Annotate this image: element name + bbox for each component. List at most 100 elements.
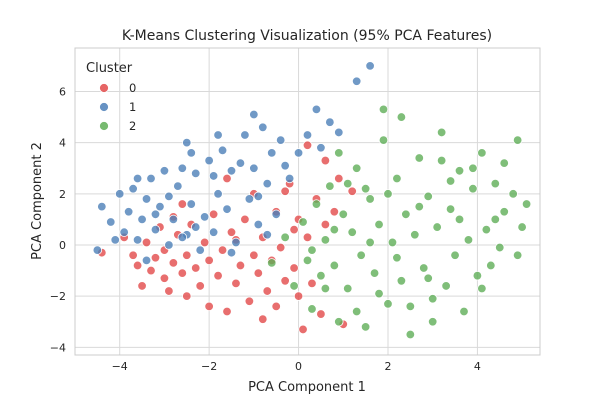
point-cluster-0 bbox=[302, 232, 313, 243]
legend-marker-2 bbox=[99, 121, 109, 131]
point-cluster-1 bbox=[119, 227, 129, 237]
legend-label-0: 0 bbox=[129, 81, 136, 95]
point-cluster-2 bbox=[405, 329, 416, 340]
point-cluster-0 bbox=[293, 291, 304, 301]
x-tick-label: 0 bbox=[295, 360, 302, 373]
point-cluster-1 bbox=[141, 194, 152, 204]
point-cluster-1 bbox=[159, 166, 170, 176]
point-cluster-0 bbox=[195, 281, 205, 291]
point-cluster-0 bbox=[289, 224, 299, 235]
point-cluster-0 bbox=[289, 263, 299, 273]
point-cluster-1 bbox=[182, 137, 192, 148]
point-cluster-0 bbox=[141, 237, 152, 248]
y-tick-label: 0 bbox=[59, 239, 66, 252]
point-cluster-1 bbox=[253, 191, 264, 202]
point-cluster-2 bbox=[347, 227, 357, 237]
point-cluster-0 bbox=[204, 255, 214, 266]
point-cluster-2 bbox=[392, 253, 402, 263]
point-cluster-2 bbox=[459, 306, 469, 317]
series-cluster-2 bbox=[267, 104, 532, 340]
point-cluster-2 bbox=[374, 288, 384, 299]
point-cluster-2 bbox=[472, 270, 483, 281]
point-cluster-1 bbox=[226, 166, 237, 176]
point-cluster-1 bbox=[115, 189, 125, 199]
point-cluster-2 bbox=[325, 181, 335, 191]
y-tick-label: −2 bbox=[50, 290, 66, 303]
point-cluster-2 bbox=[343, 178, 353, 189]
point-cluster-2 bbox=[329, 224, 340, 235]
point-cluster-2 bbox=[427, 317, 438, 327]
point-cluster-2 bbox=[360, 184, 371, 194]
point-cluster-1 bbox=[231, 237, 241, 248]
point-cluster-2 bbox=[445, 204, 456, 214]
y-tick-label: 2 bbox=[59, 188, 66, 201]
y-tick-labels: −4 −2 0 2 4 6 bbox=[50, 85, 66, 354]
point-cluster-1 bbox=[222, 204, 232, 214]
legend-label-2: 2 bbox=[129, 119, 136, 133]
point-cluster-1 bbox=[155, 201, 165, 212]
point-cluster-2 bbox=[486, 260, 496, 271]
point-cluster-2 bbox=[302, 255, 313, 266]
point-cluster-2 bbox=[396, 112, 407, 122]
point-cluster-2 bbox=[338, 209, 348, 219]
legend: Cluster 0 1 2 bbox=[86, 61, 136, 133]
point-cluster-1 bbox=[173, 181, 183, 191]
point-cluster-0 bbox=[280, 276, 290, 286]
point-cluster-0 bbox=[168, 258, 179, 268]
point-cluster-1 bbox=[213, 130, 223, 140]
point-cluster-2 bbox=[334, 148, 344, 158]
point-cluster-1 bbox=[240, 130, 250, 140]
y-tick-label: 4 bbox=[59, 137, 66, 150]
point-cluster-1 bbox=[97, 201, 107, 212]
point-cluster-1 bbox=[262, 178, 272, 189]
point-cluster-1 bbox=[311, 104, 322, 115]
point-cluster-0 bbox=[249, 250, 259, 260]
point-cluster-0 bbox=[334, 173, 344, 184]
point-cluster-2 bbox=[477, 283, 487, 294]
point-cluster-2 bbox=[468, 184, 478, 194]
point-cluster-1 bbox=[132, 173, 143, 184]
point-cluster-2 bbox=[423, 273, 433, 283]
legend-label-1: 1 bbox=[129, 100, 136, 114]
point-cluster-1 bbox=[186, 148, 196, 158]
point-cluster-1 bbox=[150, 209, 161, 219]
point-cluster-2 bbox=[369, 268, 380, 278]
point-cluster-1 bbox=[132, 235, 143, 245]
point-cluster-2 bbox=[307, 245, 317, 255]
point-cluster-0 bbox=[280, 186, 290, 196]
points-layer bbox=[92, 61, 532, 340]
legend-marker-0 bbox=[99, 83, 109, 93]
point-cluster-1 bbox=[244, 194, 255, 204]
point-cluster-2 bbox=[329, 260, 340, 271]
point-cluster-2 bbox=[490, 214, 500, 225]
point-cluster-0 bbox=[226, 227, 237, 237]
point-cluster-2 bbox=[441, 281, 451, 291]
point-cluster-2 bbox=[454, 166, 465, 176]
point-cluster-2 bbox=[374, 219, 384, 230]
point-cluster-1 bbox=[106, 217, 116, 227]
point-cluster-1 bbox=[226, 247, 237, 258]
point-cluster-1 bbox=[284, 173, 295, 184]
point-cluster-2 bbox=[311, 199, 322, 209]
point-cluster-2 bbox=[512, 250, 523, 260]
point-cluster-0 bbox=[164, 286, 174, 296]
point-cluster-2 bbox=[463, 235, 474, 245]
point-cluster-2 bbox=[280, 232, 290, 243]
y-tick-label: −4 bbox=[50, 341, 66, 354]
x-axis-label: PCA Component 1 bbox=[248, 380, 366, 395]
point-cluster-0 bbox=[208, 209, 219, 219]
point-cluster-0 bbox=[204, 301, 214, 312]
point-cluster-0 bbox=[177, 199, 188, 209]
point-cluster-2 bbox=[387, 237, 398, 248]
point-cluster-1 bbox=[186, 199, 196, 209]
point-cluster-2 bbox=[512, 135, 523, 145]
point-cluster-0 bbox=[240, 214, 250, 225]
point-cluster-1 bbox=[334, 127, 344, 138]
point-cluster-2 bbox=[495, 242, 505, 253]
point-cluster-2 bbox=[414, 153, 424, 163]
point-cluster-2 bbox=[436, 155, 447, 166]
point-cluster-2 bbox=[521, 199, 532, 209]
point-cluster-0 bbox=[132, 260, 143, 271]
point-cluster-1 bbox=[146, 173, 156, 184]
